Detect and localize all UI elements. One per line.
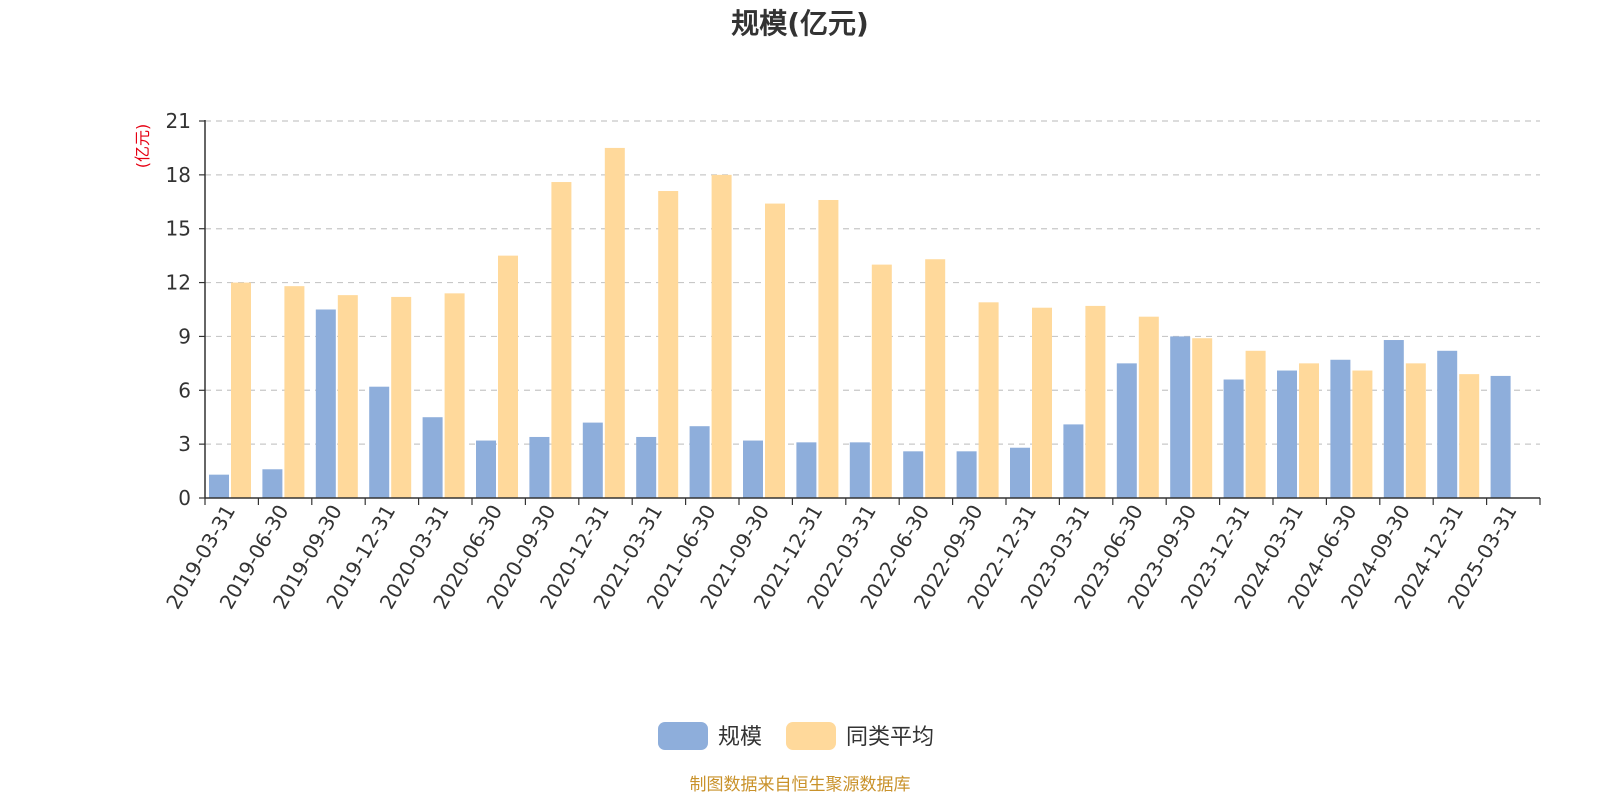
y-tick-label: 3 [178,432,191,456]
bar-scale [262,469,283,498]
y-tick-label: 6 [178,378,191,402]
y-tick-label: 15 [166,217,191,241]
bar-scale [1010,447,1030,498]
bar-average [1192,338,1213,498]
bar-scale [209,474,229,498]
bar-scale [636,436,657,498]
y-tick-label: 18 [166,163,191,187]
bar-average [1085,305,1106,498]
bars-group [209,147,1511,499]
y-tick-label: 0 [178,486,191,510]
bar-scale [315,309,336,498]
bar-average [1459,374,1480,498]
bar-scale [1063,424,1084,498]
bar-average [1352,370,1373,498]
bar-scale [796,442,817,498]
legend-swatch-scale [658,722,708,750]
bar-scale [1277,370,1297,498]
bar-average [604,147,625,498]
bar-average [551,182,572,499]
bar-average [658,191,679,498]
legend-swatch-average [786,722,836,750]
bar-scale [1490,375,1511,498]
bar-average [391,296,412,498]
bar-scale [1170,336,1191,498]
bar-average [1405,363,1426,498]
bar-scale [849,442,870,498]
y-tick-label: 12 [166,271,191,295]
axes [204,120,1541,505]
bar-average [765,203,785,499]
bar-scale [1330,359,1351,498]
bar-scale [1437,350,1458,498]
y-tick-label: 9 [178,324,191,348]
bar-average [284,286,305,498]
bar-average [871,264,892,498]
y-tick-labels: 0 3 6 9 12 15 18 21 [166,109,205,510]
bar-average [1032,307,1052,498]
bar-scale [743,440,763,498]
bar-average [818,199,839,498]
bar-average [444,293,465,498]
y-axis-unit-label: (亿元) [133,124,152,169]
bar-scale [369,386,390,498]
bar-scale [1223,379,1244,498]
bar-average [337,295,358,498]
bar-average [711,174,732,498]
bar-scale [956,451,977,498]
bar-scale [582,422,603,498]
bar-average [231,282,251,498]
bar-scale [903,451,924,498]
chart-title: 规模(亿元) [731,7,869,40]
bar-average [498,255,518,498]
bar-scale [422,417,443,498]
legend-label-average: 同类平均 [846,725,934,750]
bar-scale [689,426,710,498]
bar-scale [1116,363,1137,498]
bar-average [925,259,946,498]
legend: 规模 同类平均 [658,722,934,750]
bar-scale [476,440,496,498]
bar-scale [529,436,550,498]
bar-average [1245,350,1266,498]
bar-average [978,302,999,498]
bar-average [1138,316,1159,498]
bar-average [1299,363,1319,498]
legend-label-scale: 规模 [718,725,762,750]
data-source-note: 制图数据来自恒生聚源数据库 [690,775,911,795]
y-tick-label: 21 [166,109,191,133]
x-tick-labels: 2019-03-312019-06-302019-09-302019-12-31… [161,501,1522,614]
bar-scale [1383,340,1404,498]
